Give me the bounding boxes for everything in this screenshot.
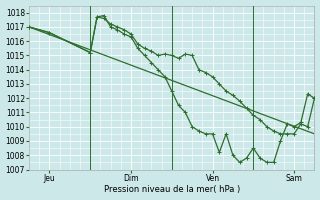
X-axis label: Pression niveau de la mer( hPa ): Pression niveau de la mer( hPa ) xyxy=(104,185,240,194)
